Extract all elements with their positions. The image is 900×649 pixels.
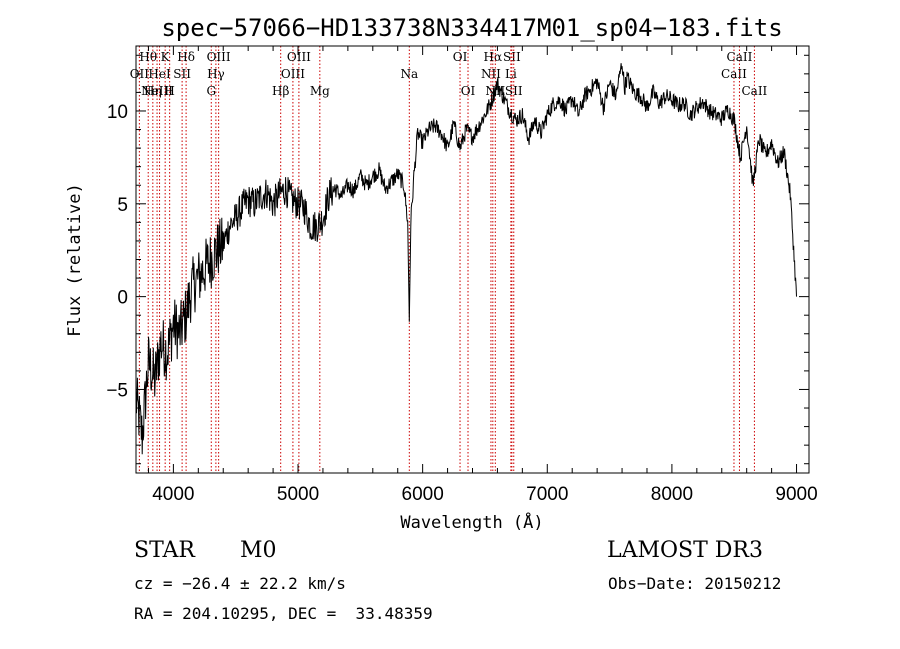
marker-label-2: Hη (144, 84, 162, 98)
x-axis-label: Wavelength (Å) (400, 511, 543, 533)
marker-label-9: G (206, 84, 216, 98)
obs-date: Obs−Date: 20150212 (608, 574, 782, 593)
spectrum-series (135, 63, 797, 455)
marker-label-23: SII (503, 50, 521, 64)
marker-label-3: NeIII (141, 84, 173, 98)
marker-label-25: CaII (721, 67, 747, 81)
y-axis-label: Flux (relative) (65, 183, 85, 337)
x-tick-label-2: 6000 (402, 484, 444, 505)
marker-label-7: SII (173, 67, 191, 81)
chart-title: spec−57066−HD133738N334417M01_sp04−183.f… (161, 14, 782, 42)
survey-name: LAMOST DR3 (607, 538, 763, 563)
marker-label-19: NII (481, 67, 501, 81)
marker-label-16: Na (400, 67, 418, 81)
marker-label-14: OIII (287, 50, 311, 64)
marker-label-20: Hα (484, 50, 503, 64)
object-subclass: M0 (240, 538, 277, 563)
marker-label-10: Hγ (207, 67, 225, 81)
y-tick-label-2: 5 (117, 195, 128, 216)
marker-label-11: OIII (207, 50, 231, 64)
marker-label-6: H (164, 84, 174, 98)
marker-label-8: Hδ (177, 50, 195, 64)
x-tick-label-5: 9000 (775, 484, 817, 505)
marker-label-15: Mg (310, 84, 330, 98)
marker-label-18: OI (461, 84, 476, 98)
line-markers: OIIHθHηNeIIIHeIKHSIIHδGHγOIIIHβOIIIOIIIM… (130, 46, 768, 473)
object-class: STAR (134, 538, 195, 563)
marker-label-27: CaII (741, 84, 767, 98)
marker-label-24: SII (505, 84, 523, 98)
marker-label-4: HeI (148, 67, 171, 81)
redshift-cz: cz = −26.4 ± 22.2 km/s (134, 574, 346, 593)
marker-label-22: Li (505, 67, 517, 81)
x-tick-label-3: 7000 (526, 484, 568, 505)
axis-ticks: 4000 5000 6000 7000 8000 9000 −5 0 5 10 (106, 46, 818, 505)
marker-label-13: OIII (281, 67, 305, 81)
coordinates: RA = 204.10295, DEC = 33.48359 (134, 604, 433, 623)
x-tick-label-1: 5000 (277, 484, 319, 505)
marker-label-17: OI (453, 50, 468, 64)
x-tick-label-0: 4000 (152, 484, 194, 505)
marker-label-1: Hθ (139, 50, 157, 64)
x-tick-label-4: 8000 (651, 484, 693, 505)
spectrum-line (135, 63, 797, 455)
y-tick-label-3: 10 (107, 102, 128, 123)
y-tick-label-0: −5 (106, 380, 128, 401)
marker-label-26: CaII (727, 50, 753, 64)
y-tick-label-1: 0 (117, 288, 128, 309)
marker-label-12: Hβ (272, 84, 289, 98)
marker-label-5: K (161, 50, 171, 64)
